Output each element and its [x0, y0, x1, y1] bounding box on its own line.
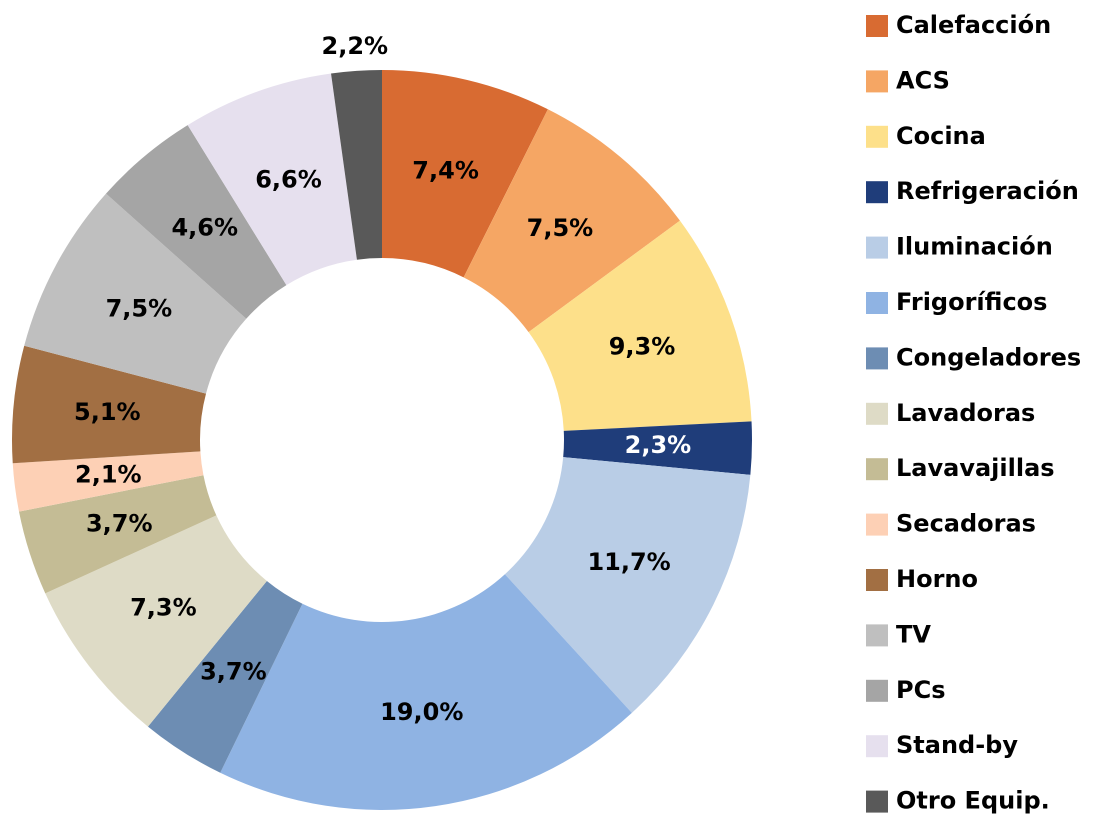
slice — [504, 457, 751, 713]
legend-label: Refrigeración — [896, 177, 1079, 205]
legend-label: Horno — [896, 565, 978, 593]
legend-swatch — [866, 236, 888, 259]
slice — [382, 70, 548, 278]
data-label: 7,5% — [106, 294, 173, 322]
legend-label: Frigoríficos — [896, 288, 1047, 316]
slice — [563, 421, 753, 475]
legend-label: Otro Equip. — [896, 787, 1050, 815]
slice — [147, 580, 303, 773]
data-label: 19,0% — [380, 698, 463, 726]
data-label: 7,4% — [412, 156, 479, 184]
data-label: 11,7% — [587, 548, 670, 576]
legend-label: TV — [896, 620, 931, 648]
legend-label: ACS — [896, 66, 950, 94]
legend-swatch — [866, 790, 888, 813]
legend-swatch — [866, 292, 888, 314]
legend-swatch — [866, 15, 888, 37]
slice — [106, 125, 287, 319]
slice — [187, 73, 357, 286]
legend-label: Lavavajillas — [896, 454, 1055, 482]
legend-label: Stand-by — [896, 731, 1018, 759]
slice — [24, 193, 247, 394]
legend-label: Calefacción — [896, 11, 1051, 39]
slice — [45, 515, 267, 727]
legend-label: PCs — [896, 676, 946, 704]
data-label: 4,6% — [171, 213, 238, 241]
data-label: 3,7% — [200, 658, 267, 686]
data-label: 2,1% — [75, 460, 142, 488]
legend-label: Secadoras — [896, 510, 1036, 538]
data-label: 5,1% — [74, 398, 141, 426]
legend-swatch — [866, 458, 888, 481]
slice — [331, 70, 382, 260]
slice — [220, 574, 632, 810]
legend-swatch — [866, 181, 888, 204]
legend-label: Cocina — [896, 122, 986, 150]
legend-swatch — [866, 735, 888, 758]
slice — [12, 451, 204, 512]
legend-swatch — [866, 569, 888, 591]
legend-swatch — [866, 679, 888, 702]
legend-swatch — [866, 402, 888, 425]
slice — [528, 220, 752, 431]
legend-swatch — [866, 347, 888, 370]
data-label: 3,7% — [86, 509, 153, 537]
legend-swatch — [866, 70, 888, 93]
legend-label: Iluminación — [896, 233, 1053, 261]
legend-swatch — [866, 624, 888, 647]
data-label: 7,3% — [130, 593, 197, 621]
legend-label: Congeladores — [896, 343, 1081, 371]
slice — [11, 345, 207, 464]
data-label: 2,2% — [322, 32, 389, 60]
slice — [18, 475, 217, 594]
slice — [463, 109, 680, 333]
data-label: 6,6% — [255, 165, 322, 193]
data-label: 2,3% — [625, 431, 692, 459]
legend-label: Lavadoras — [896, 399, 1035, 427]
legend-swatch — [866, 513, 888, 536]
data-label: 9,3% — [609, 332, 676, 360]
legend-swatch — [866, 125, 888, 148]
data-label: 7,5% — [527, 214, 594, 242]
